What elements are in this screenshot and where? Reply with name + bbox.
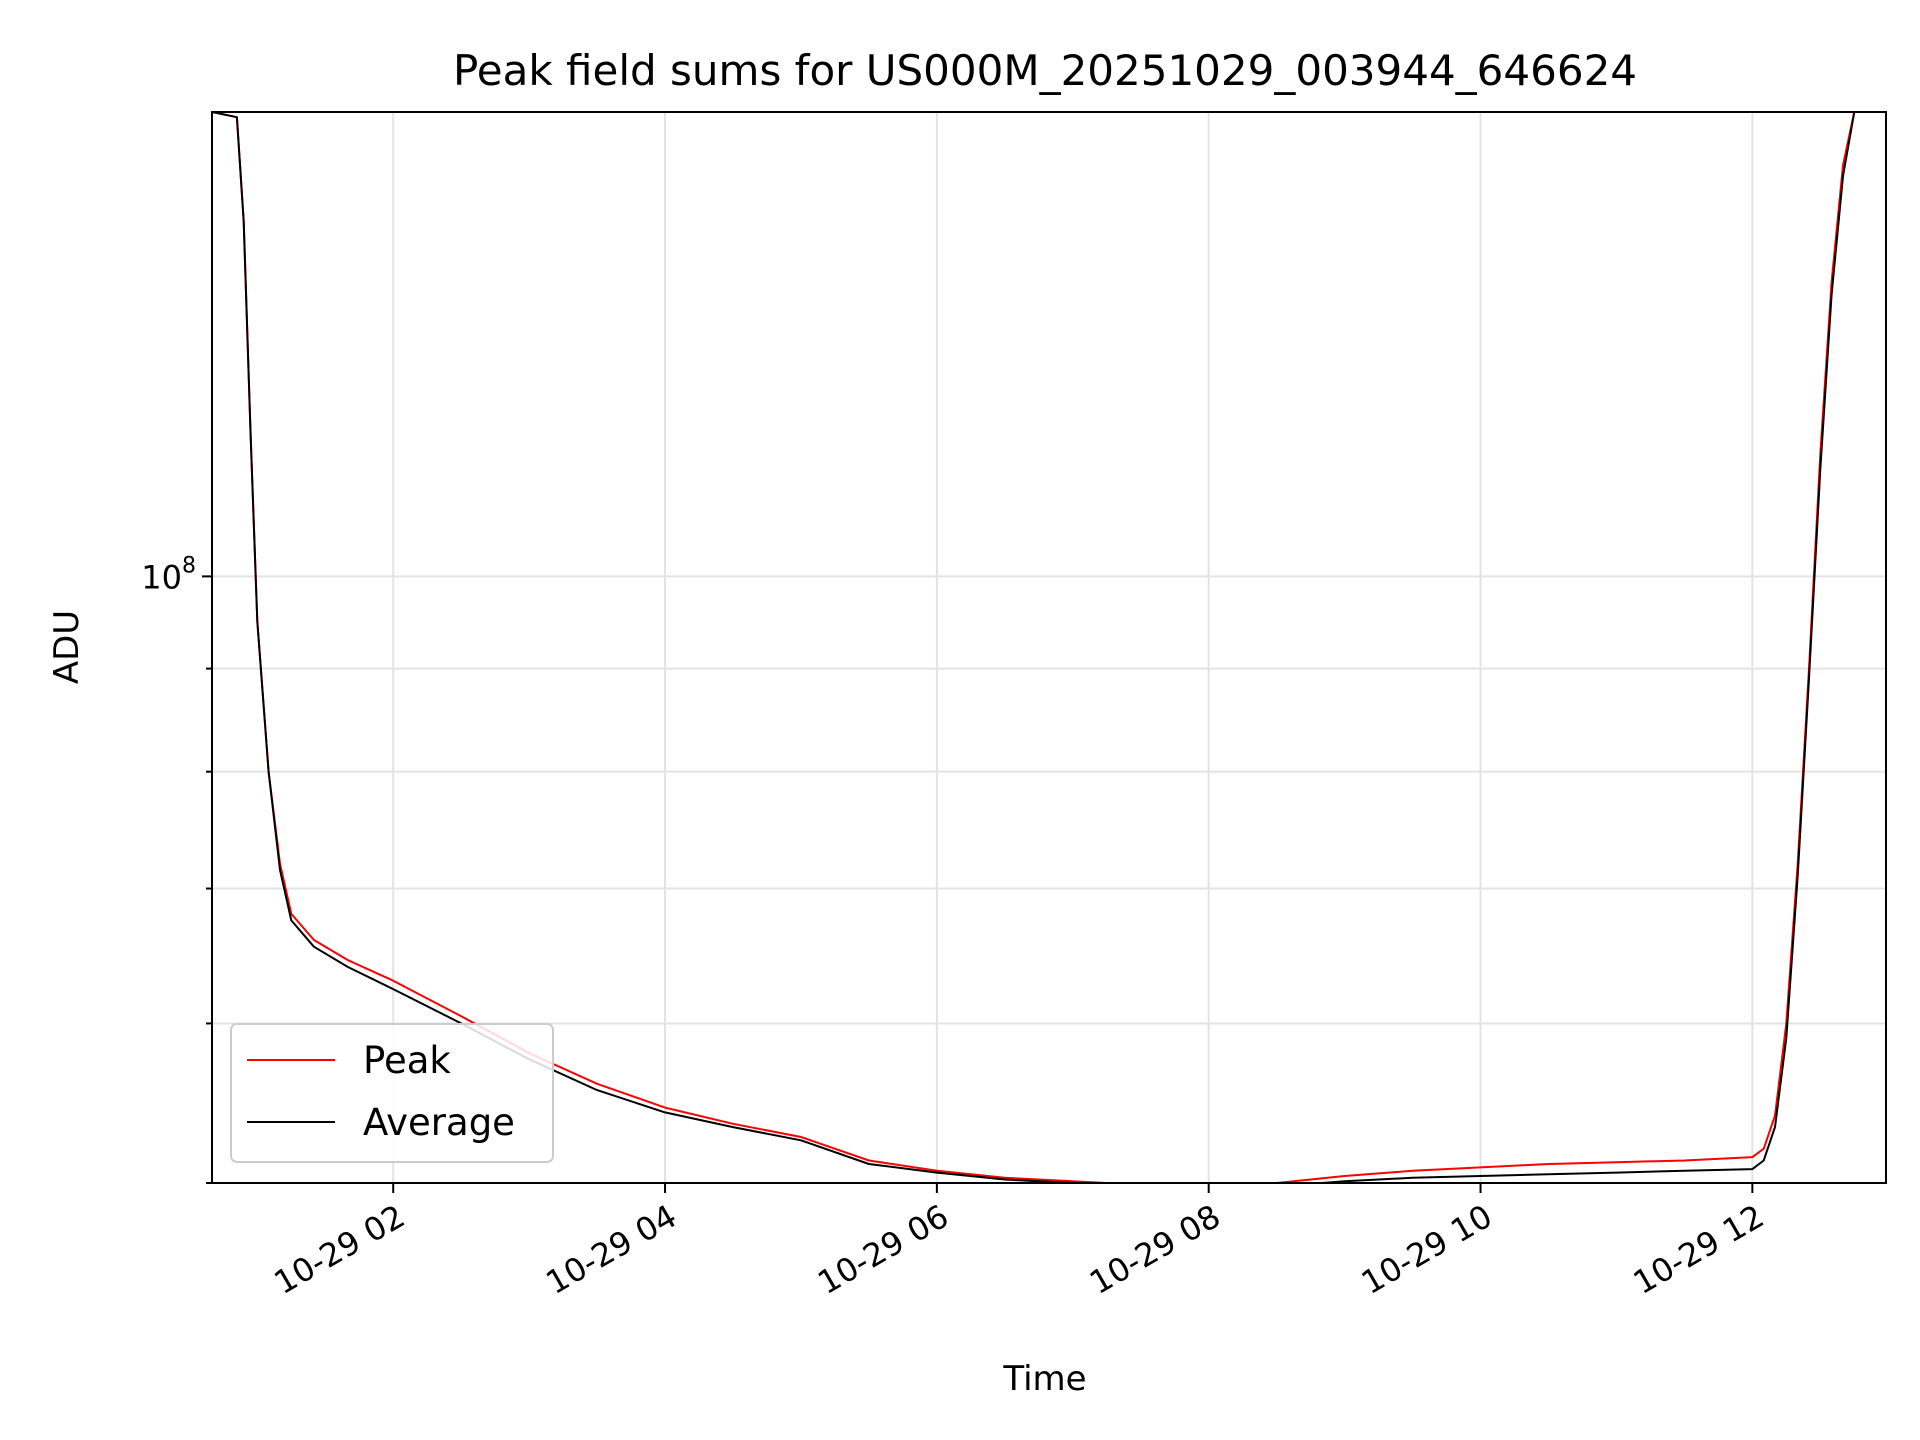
legend-label-average: Average [363,1101,515,1144]
y-axis: 108 [141,553,212,1184]
y-tick-label: 108 [141,553,196,596]
legend-box [230,1023,554,1163]
legend: Peak Average [230,1023,554,1163]
plot-area [212,112,1886,1183]
chart-title: Peak field sums for US000M_20251029_0039… [453,46,1637,95]
series-line-average [212,112,1886,1183]
y-axis-label: ADU [47,610,87,684]
legend-label-peak: Peak [363,1039,451,1082]
plot-frame [211,111,1887,1184]
x-axis-label: Time [1002,1359,1086,1399]
